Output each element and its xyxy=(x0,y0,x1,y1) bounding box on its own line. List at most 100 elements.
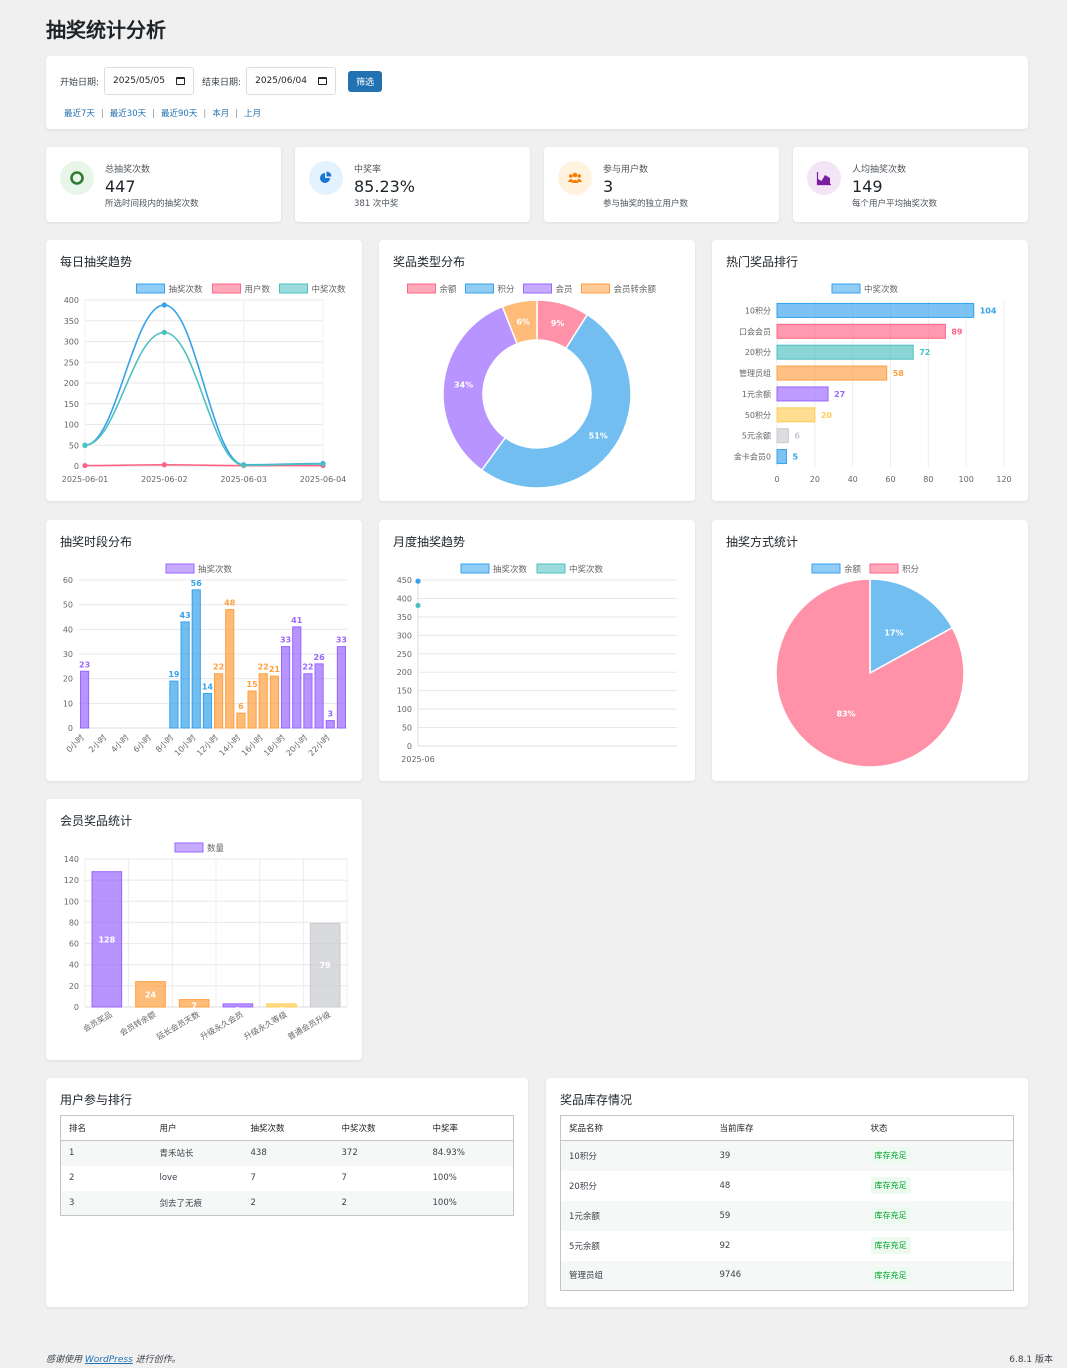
bar-value-label: 22 xyxy=(302,663,313,672)
legend-label: 会员转余额 xyxy=(614,284,657,295)
bar-value-label: 6 xyxy=(238,702,244,711)
x-tick-label: 60 xyxy=(885,475,895,484)
quick-link-30-days[interactable]: 最近30天 xyxy=(109,109,147,119)
bar xyxy=(292,626,302,729)
x-tick-label: 16小时 xyxy=(239,732,265,758)
x-tick-label: 2025-06-03 xyxy=(220,475,267,484)
bar-value-label: 27 xyxy=(834,390,845,399)
table-cell: 库存充足 xyxy=(862,1170,1014,1201)
table-cell: 9746 xyxy=(711,1260,863,1291)
bar xyxy=(214,673,224,729)
legend-swatch xyxy=(811,563,841,574)
y-tick-label: 140 xyxy=(64,855,79,864)
data-point xyxy=(82,462,88,469)
y-tick-label: 200 xyxy=(64,379,79,388)
y-tick-label: 1元余额 xyxy=(742,389,771,399)
status-badge: 库存充足 xyxy=(870,1147,911,1165)
bar-value-label: 104 xyxy=(980,306,997,315)
column-header: 排名 xyxy=(60,1115,152,1141)
bar xyxy=(169,680,179,729)
x-tick-label: 20 xyxy=(810,475,820,484)
column-header: 当前库存 xyxy=(711,1115,863,1141)
quick-link-90-days[interactable]: 最近90天 xyxy=(161,109,198,119)
column-header: 状态 xyxy=(862,1115,1014,1141)
bar xyxy=(336,646,347,729)
x-tick-label: 2025-06-04 xyxy=(300,475,347,484)
bar xyxy=(222,1003,254,1008)
table-cell: 1 xyxy=(60,1140,152,1166)
chart-title: 奖品类型分布 xyxy=(393,255,466,269)
x-tick-label: 4小时 xyxy=(109,732,131,754)
y-tick-label: 30 xyxy=(63,650,73,659)
status-badge: 库存充足 xyxy=(870,1237,911,1254)
footer-prefix: 感谢使用 xyxy=(46,1355,83,1365)
y-tick-label: 20 xyxy=(63,675,73,684)
quick-link-last-month[interactable]: 上月 xyxy=(244,109,262,119)
data-point xyxy=(161,302,167,308)
start-date-value: 2025/05/05 xyxy=(113,76,165,86)
legend-label: 抽奖次数 xyxy=(169,284,204,295)
calendar-icon[interactable] xyxy=(318,77,328,85)
bar xyxy=(776,323,946,339)
pie-slice xyxy=(869,578,954,675)
y-tick-label: 50 xyxy=(69,441,79,450)
bar-value-label: 3 xyxy=(235,1006,241,1015)
start-date-input[interactable]: 2025/05/05 xyxy=(104,67,195,95)
y-tick-label: 金卡会员0 xyxy=(734,452,771,462)
x-tick-label: 20小时 xyxy=(284,732,310,758)
bar xyxy=(314,663,324,729)
y-tick-label: 10 xyxy=(63,699,73,708)
x-tick-label: 2025-06 xyxy=(401,755,434,764)
legend-label: 抽奖次数 xyxy=(198,564,233,575)
filter-button[interactable]: 筛选 xyxy=(348,70,383,92)
date-filter-row: 开始日期: 2025/05/05 结束日期: 2025/06/04 筛选 xyxy=(60,67,383,95)
table-cell: 5元余额 xyxy=(560,1230,712,1261)
stat-description: 381 次中奖 xyxy=(354,199,399,209)
table-row: 1元余额 59 库存充足 xyxy=(560,1200,1014,1231)
x-tick-label: 10小时 xyxy=(172,732,198,758)
table-cell: 管理员组 xyxy=(560,1260,712,1291)
bar-value-label: 23 xyxy=(79,660,90,669)
calendar-icon[interactable] xyxy=(176,77,186,85)
table-cell: 372 xyxy=(333,1140,425,1166)
bar-value-label: 6 xyxy=(794,432,800,441)
x-tick-label: 升级永久会员 xyxy=(198,1009,245,1042)
bar-value-label: 22 xyxy=(258,663,269,672)
filter-panel: 开始日期: 2025/05/05 结束日期: 2025/06/04 筛选 最近7… xyxy=(46,56,1028,129)
slice-label: 9% xyxy=(551,319,565,328)
hot-prizes-chart: 中奖次数 0 20 40 60 80 100 120 10积分 104 口会会员 89 20积分 72 管理… xyxy=(734,283,1012,484)
footer-suffix: 进行创作。 xyxy=(135,1355,181,1365)
hourly-distribution-card: 抽奖时段分布 抽奖次数 0 10 20 30 40 50 60 23 19 43 56 14 22 48 6 1… xyxy=(46,520,362,781)
quick-range-links: 最近7天 | 最近30天 | 最近90天 | 本月 | 上月 xyxy=(64,107,261,119)
data-point xyxy=(320,461,326,467)
slice-label: 6% xyxy=(516,317,530,326)
bar xyxy=(247,690,257,729)
stat-card-avg-draws: 人均抽奖次数 149 每个用户平均抽奖次数 xyxy=(793,147,1028,222)
ring-icon xyxy=(60,161,94,195)
stat-description: 参与抽奖的独立用户数 xyxy=(603,199,689,209)
legend-swatch xyxy=(831,283,861,294)
quick-link-7-days[interactable]: 最近7天 xyxy=(64,109,95,119)
daily-trend-card: 每日抽奖趋势 抽奖次数 用户数 中奖次数 0 50 100 150 200 250 300 350 4… xyxy=(46,240,362,501)
wordpress-link[interactable]: WordPress xyxy=(84,1355,133,1365)
y-tick-label: 150 xyxy=(397,687,412,696)
end-date-input[interactable]: 2025/06/04 xyxy=(246,67,337,95)
quick-link-this-month[interactable]: 本月 xyxy=(212,109,230,119)
bar xyxy=(776,365,888,381)
bar-value-label: 89 xyxy=(951,327,963,336)
legend-swatch xyxy=(174,842,204,853)
bar xyxy=(191,589,201,729)
table-row: 5元余额 92 库存充足 xyxy=(560,1230,1014,1261)
legend-label: 积分 xyxy=(498,284,516,295)
end-date-value: 2025/06/04 xyxy=(255,76,307,86)
y-tick-label: 400 xyxy=(64,296,79,305)
x-tick-label: 18小时 xyxy=(261,732,287,758)
bar-value-label: 21 xyxy=(269,665,281,674)
member-prizes-card: 会员奖品统计 数量 0 20 40 60 80 100 120 140 128 会员奖品 24 会员转余… xyxy=(46,799,362,1060)
status-badge: 库存充足 xyxy=(870,1266,911,1284)
bar xyxy=(303,673,313,729)
data-point xyxy=(161,329,167,335)
bar xyxy=(269,675,279,729)
table-cell: love xyxy=(159,1173,178,1183)
y-tick-label: 0 xyxy=(407,742,412,751)
